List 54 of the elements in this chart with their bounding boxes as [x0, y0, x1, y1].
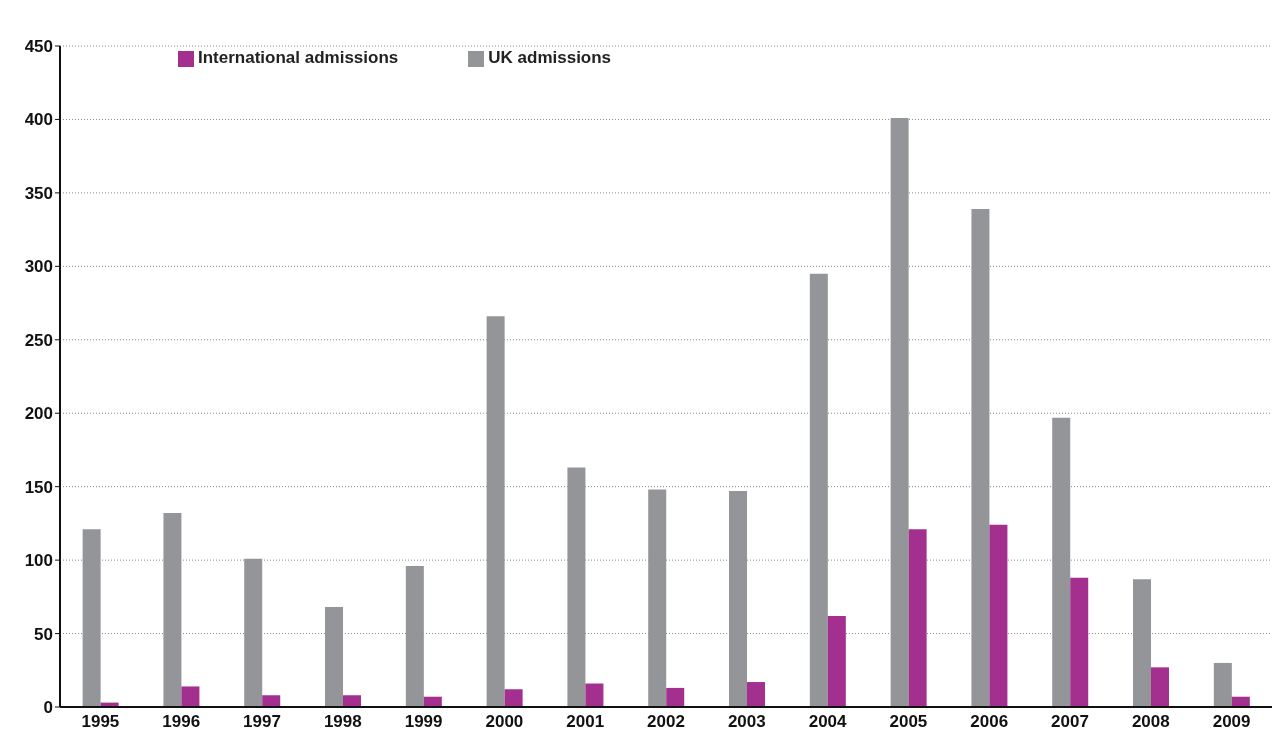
x-tick-label: 1995 [81, 712, 120, 732]
bar [163, 513, 182, 707]
bar [1151, 667, 1170, 707]
y-tick-label: 350 [24, 183, 53, 203]
bar [1052, 417, 1071, 707]
x-tick-label: 2002 [647, 712, 685, 732]
x-tick-label: 1999 [404, 712, 443, 732]
bar [181, 686, 200, 707]
x-tick-label: 2005 [889, 712, 928, 732]
y-tick-label: 150 [24, 477, 53, 497]
x-tick-label: 2000 [485, 712, 524, 732]
bar [827, 615, 846, 707]
bar [890, 117, 909, 707]
x-tick-label: 1997 [243, 712, 281, 732]
bar [747, 682, 766, 707]
x-tick-label: 2007 [1051, 712, 1089, 732]
y-tick-label: 400 [24, 110, 53, 130]
bar [343, 695, 362, 707]
bar [908, 529, 927, 707]
y-tick-label: 200 [24, 404, 53, 424]
bar [486, 316, 505, 707]
x-tick-label: 2004 [808, 712, 848, 732]
y-tick-label: 250 [24, 330, 53, 350]
x-tick-label: 2003 [727, 712, 766, 732]
y-tick-label: 450 [24, 37, 53, 57]
bar [504, 689, 523, 707]
bar [1070, 577, 1089, 707]
bar [585, 683, 604, 707]
bar [262, 695, 281, 707]
bar [1133, 579, 1152, 707]
bar [809, 273, 828, 707]
x-tick-label: 1998 [323, 712, 362, 732]
bar [325, 607, 344, 707]
y-tick-label: 0 [43, 698, 53, 718]
x-tick-label: 2008 [1131, 712, 1170, 732]
bar [405, 565, 424, 707]
bar [244, 558, 263, 707]
y-tick-label: 300 [24, 257, 53, 277]
legend-label: International admissions [198, 48, 399, 67]
legend-label: UK admissions [488, 48, 612, 67]
bar [729, 491, 748, 707]
x-tick-label: 2001 [566, 712, 605, 732]
bar [648, 489, 667, 707]
bar [82, 529, 101, 707]
bar [666, 687, 685, 707]
x-tick-label: 2006 [970, 712, 1009, 732]
x-tick-label: 2009 [1212, 712, 1251, 732]
y-tick-label: 50 [34, 624, 53, 644]
bar [567, 467, 586, 707]
bar [1213, 662, 1232, 707]
bar [971, 209, 990, 707]
bar [989, 524, 1008, 707]
x-tick-label: 1996 [162, 712, 201, 732]
y-tick-label: 100 [24, 551, 53, 571]
